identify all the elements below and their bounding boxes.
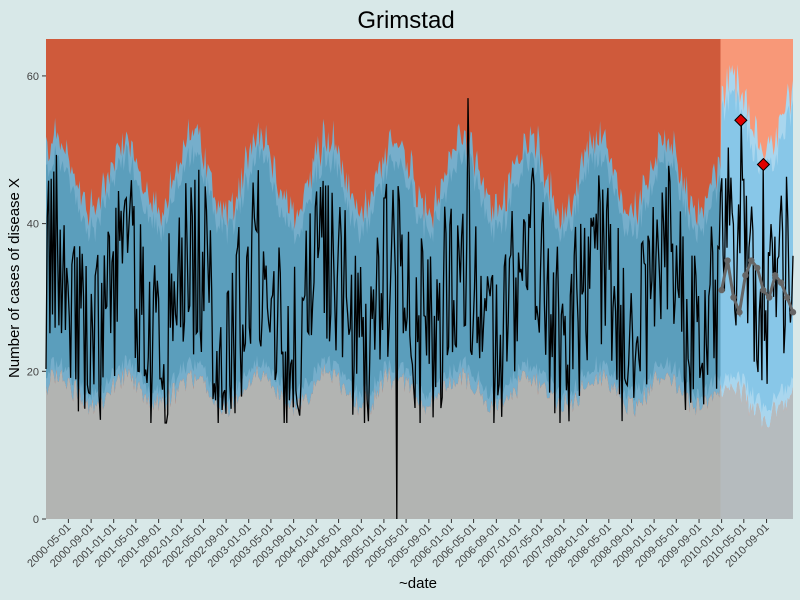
predicted-mean-point <box>789 309 797 316</box>
predicted-mean-point <box>766 294 773 301</box>
y-axis-title: Number of cases of disease X <box>6 178 23 378</box>
x-axis: 2000-05-012000-09-012001-01-012001-05-01… <box>25 519 772 570</box>
predicted-mean-point <box>771 272 779 279</box>
prediction-normal-band <box>720 88 793 413</box>
y-tick-label: 0 <box>33 514 39 526</box>
y-tick-label: 60 <box>27 71 39 83</box>
predicted-mean-point <box>777 279 785 286</box>
x-axis-title: ~date <box>399 575 437 592</box>
predicted-mean-point <box>736 309 743 316</box>
plot-area <box>45 39 797 520</box>
predicted-mean-point <box>760 286 767 294</box>
predicted-mean-point <box>748 257 755 264</box>
cases-line <box>45 98 794 520</box>
alert-marker <box>756 157 771 172</box>
baseline-low-band <box>46 364 722 519</box>
predicted-mean-point <box>754 264 761 272</box>
predicted-mean-point <box>783 294 791 301</box>
y-tick-label: 40 <box>27 219 39 231</box>
alert-marker <box>734 113 748 127</box>
predicted-mean-point <box>730 294 737 301</box>
y-axis: 0 20 40 60 <box>27 71 46 526</box>
chart-title: Grimstad <box>357 7 454 34</box>
prediction-low-band <box>720 381 793 519</box>
predicted-mean-point <box>718 286 725 294</box>
y-tick-label: 20 <box>27 366 39 378</box>
predicted-mean-point <box>742 272 749 279</box>
predicted-mean-point <box>724 257 731 264</box>
